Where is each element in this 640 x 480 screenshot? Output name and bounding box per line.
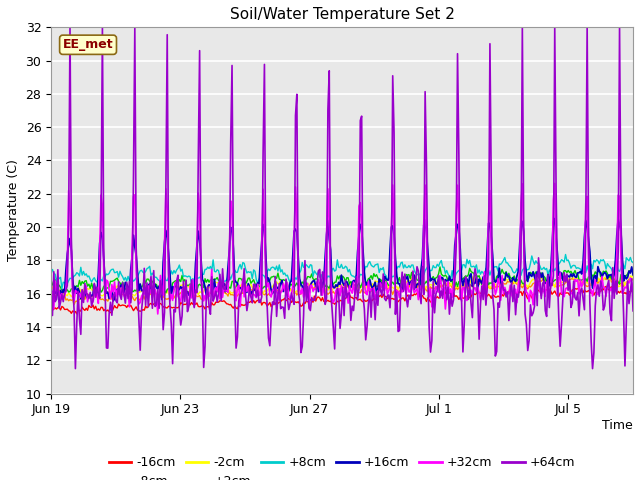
-16cm [509, 290, 516, 296]
+32cm [583, 193, 591, 199]
+64cm [72, 366, 79, 372]
+16cm [55, 299, 63, 305]
Line: -2cm: -2cm [51, 274, 633, 297]
+2cm [454, 284, 461, 289]
Text: Time: Time [602, 419, 633, 432]
-16cm [452, 293, 460, 299]
+64cm [388, 276, 396, 282]
+2cm [510, 273, 518, 279]
+8cm [452, 271, 460, 276]
-8cm [629, 276, 637, 282]
Line: +32cm: +32cm [51, 183, 633, 314]
Line: +2cm: +2cm [51, 267, 633, 293]
+8cm [629, 260, 637, 265]
-16cm [497, 294, 504, 300]
+8cm [47, 269, 55, 275]
-2cm [386, 287, 394, 293]
-8cm [452, 284, 460, 290]
-2cm [452, 284, 460, 290]
-16cm [93, 307, 101, 313]
-16cm [582, 289, 589, 295]
+8cm [93, 279, 101, 285]
+16cm [509, 275, 516, 281]
+32cm [551, 180, 559, 186]
+32cm [509, 295, 516, 300]
Line: +64cm: +64cm [51, 27, 633, 369]
Y-axis label: Temperature (C): Temperature (C) [7, 159, 20, 262]
-8cm [582, 283, 589, 288]
+64cm [47, 290, 55, 296]
+8cm [509, 269, 516, 275]
+2cm [47, 277, 55, 283]
+64cm [583, 24, 591, 30]
-2cm [629, 271, 637, 277]
+32cm [47, 297, 55, 303]
-8cm [386, 286, 394, 292]
-2cm [582, 280, 589, 286]
+16cm [47, 287, 55, 292]
Legend: -16cm, -8cm, -2cm, +2cm, +8cm, +16cm, +32cm, +64cm: -16cm, -8cm, -2cm, +2cm, +8cm, +16cm, +3… [104, 451, 580, 480]
+2cm [386, 283, 394, 288]
+32cm [629, 287, 637, 292]
+8cm [58, 286, 66, 291]
-8cm [70, 302, 78, 308]
+2cm [583, 278, 591, 284]
-8cm [47, 295, 55, 300]
Line: +8cm: +8cm [51, 254, 633, 288]
+64cm [454, 51, 461, 57]
+2cm [436, 264, 444, 270]
+2cm [92, 288, 99, 294]
+16cm [93, 292, 101, 298]
+2cm [629, 269, 637, 275]
+2cm [499, 266, 506, 272]
+16cm [386, 247, 394, 252]
+8cm [583, 263, 591, 269]
+64cm [629, 308, 637, 314]
-16cm [73, 311, 81, 317]
+16cm [452, 231, 460, 237]
-8cm [606, 274, 614, 279]
-2cm [509, 278, 516, 284]
-2cm [67, 294, 75, 300]
+64cm [66, 24, 74, 30]
+8cm [562, 252, 570, 257]
Line: -16cm: -16cm [51, 287, 633, 314]
+16cm [583, 224, 591, 230]
+16cm [629, 272, 637, 277]
+8cm [386, 276, 394, 281]
-2cm [47, 286, 55, 291]
+64cm [95, 291, 102, 297]
-2cm [93, 292, 101, 298]
-2cm [497, 279, 504, 285]
+32cm [497, 297, 504, 303]
-8cm [497, 281, 504, 287]
-16cm [602, 284, 610, 289]
+32cm [452, 210, 460, 216]
Line: +16cm: +16cm [51, 218, 633, 302]
+32cm [386, 285, 394, 290]
Title: Soil/Water Temperature Set 2: Soil/Water Temperature Set 2 [230, 7, 454, 22]
+16cm [497, 281, 504, 287]
-16cm [629, 285, 637, 291]
+32cm [92, 289, 99, 295]
-16cm [47, 305, 55, 311]
+64cm [499, 279, 506, 285]
+2cm [162, 290, 170, 296]
Text: EE_met: EE_met [63, 38, 113, 51]
+32cm [154, 311, 162, 317]
+8cm [497, 262, 504, 267]
-8cm [93, 294, 101, 300]
+64cm [510, 282, 518, 288]
-8cm [509, 281, 516, 287]
Line: -8cm: -8cm [51, 276, 633, 305]
-16cm [386, 295, 394, 301]
+16cm [551, 216, 559, 221]
